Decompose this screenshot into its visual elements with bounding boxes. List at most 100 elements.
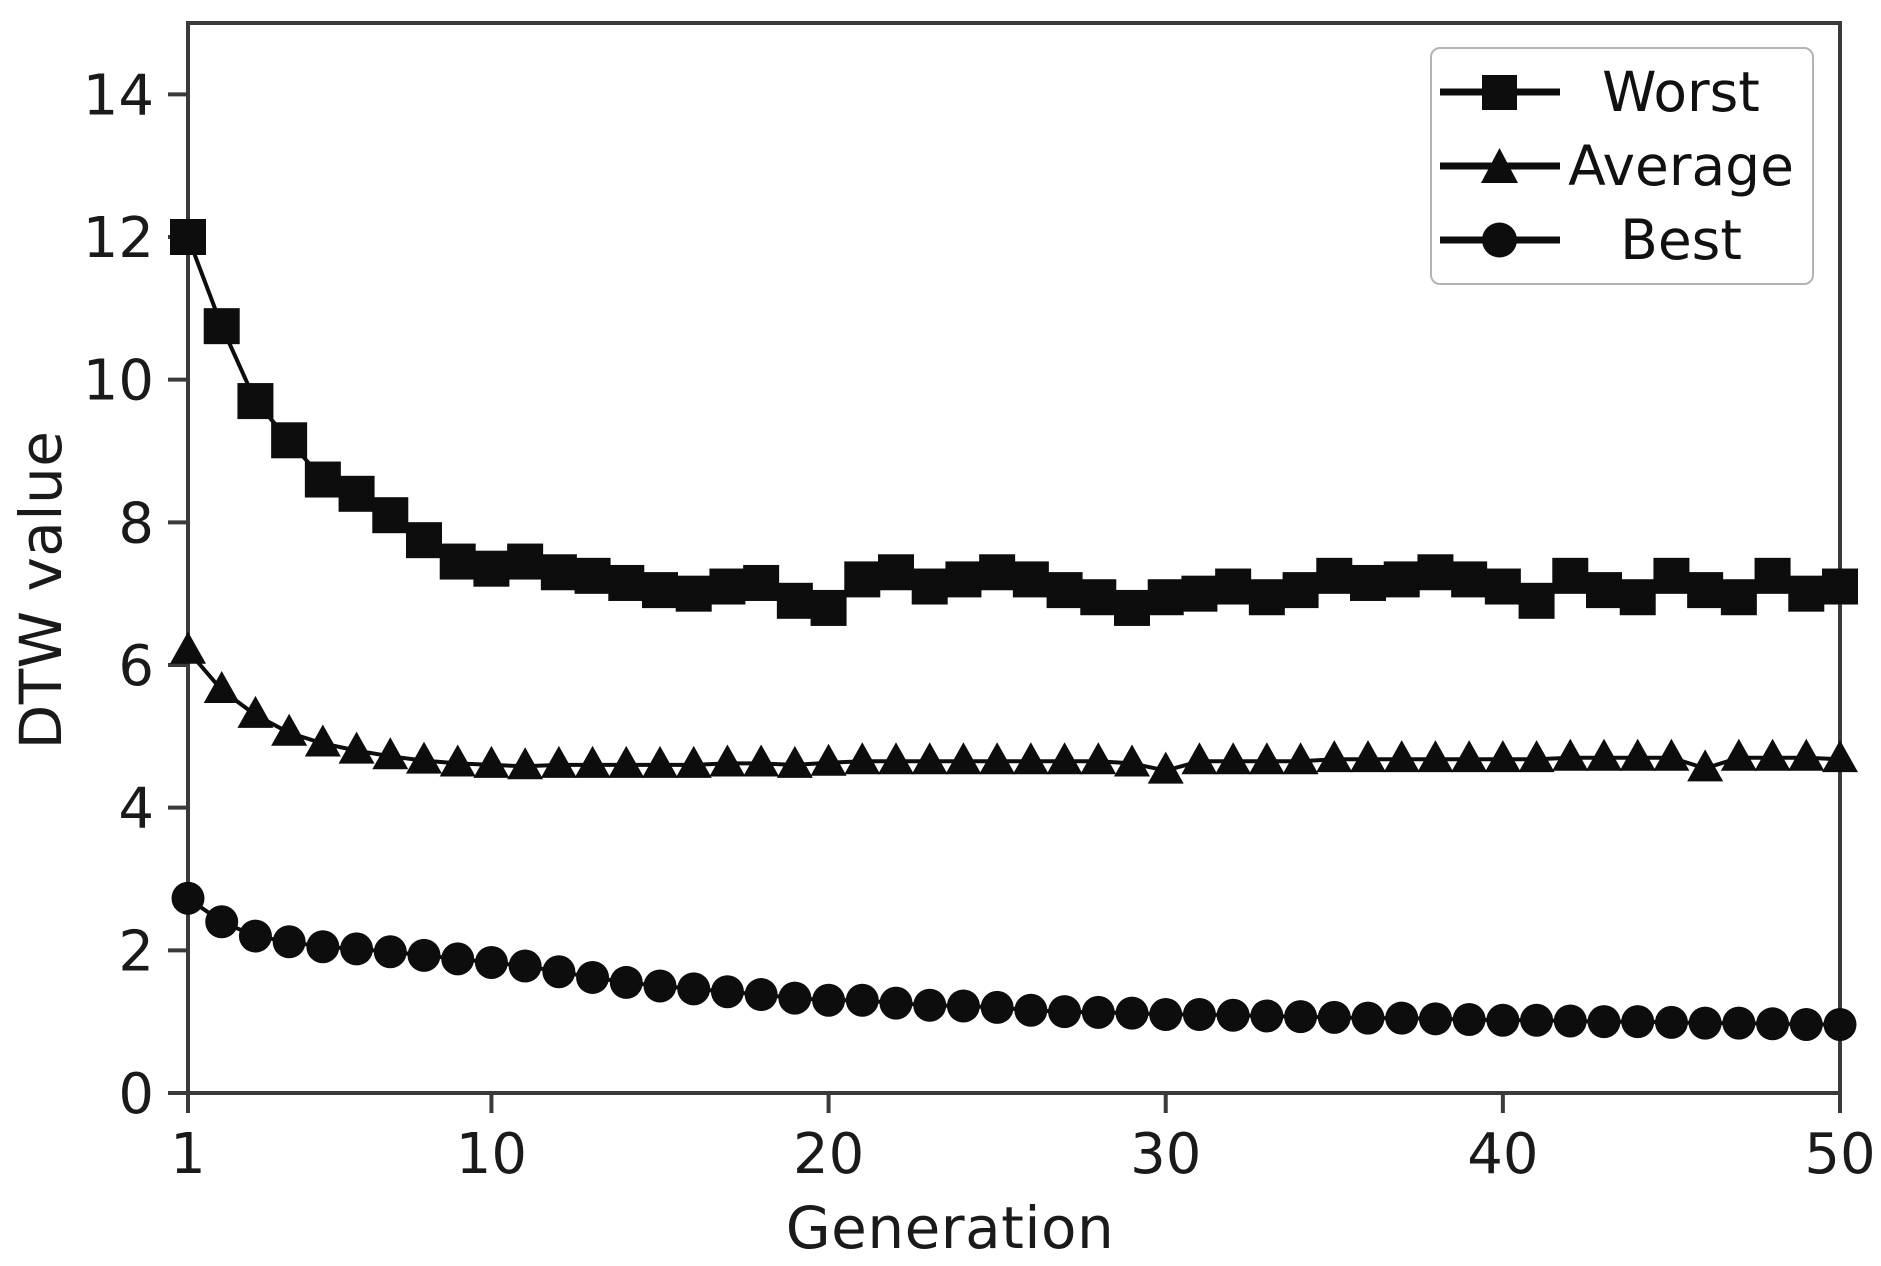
data-point-marker [1653,738,1690,771]
data-point-marker [507,543,544,580]
data-point-marker [1619,738,1656,771]
x-tick-label: 1 [170,1122,206,1187]
data-point-marker [776,582,813,619]
data-point-marker [1248,742,1285,775]
series-average [170,631,1858,784]
data-point-marker [980,990,1014,1024]
data-point-marker [844,561,881,598]
data-point-marker [1520,1003,1554,1037]
data-point-marker [946,989,980,1023]
data-point-marker [1014,993,1048,1027]
data-point-marker [1756,1007,1790,1041]
y-axis-label: DTW value [7,430,75,750]
legend-row-worst: Worst [1436,57,1808,127]
data-point-marker [1451,740,1488,773]
data-point-marker [1147,579,1184,616]
data-point-marker [1046,572,1083,609]
x-tick-label: 10 [456,1122,527,1187]
y-tick-label: 10 [83,349,154,414]
data-point-marker [508,949,542,983]
data-point-marker [1518,582,1555,619]
data-point-marker [1385,1001,1419,1035]
data-point-marker [911,568,948,605]
data-point-marker [710,975,744,1009]
data-point-marker [1722,1006,1756,1040]
data-point-marker [879,986,913,1020]
data-point-marker [540,745,577,778]
y-tick-label: 4 [118,777,154,842]
data-point-marker [608,564,645,601]
data-point-marker [576,960,610,994]
data-point-marker [1215,742,1252,775]
data-point-marker [1181,742,1218,775]
data-point-marker [1080,579,1117,616]
circle-marker-icon [1436,218,1564,262]
legend-label-worst: Worst [1602,59,1760,124]
data-point-marker [1417,554,1454,591]
data-point-marker [372,497,409,534]
data-point-marker [1484,740,1521,773]
data-point-marker [911,742,948,775]
data-point-marker [1048,995,1082,1029]
data-point-marker [238,919,272,953]
x-tick-label: 40 [1467,1122,1538,1187]
data-point-marker [743,564,780,601]
x-tick-label: 50 [1804,1122,1875,1187]
data-point-marker [743,744,780,777]
data-point-marker [1012,561,1049,598]
legend-row-average: Average [1436,131,1808,201]
data-point-marker [675,745,712,778]
data-point-marker [1486,1003,1520,1037]
data-point-marker [1587,1005,1621,1039]
series-worst [170,219,1858,626]
data-point-marker [1417,740,1454,773]
data-point-marker [1351,1001,1385,1035]
data-point-marker [1720,579,1757,616]
data-point-marker [439,744,476,777]
data-point-marker [1518,740,1555,773]
data-point-marker [1316,740,1353,773]
data-point-marker [810,589,847,626]
data-point-marker [574,745,611,778]
data-point-marker [1451,561,1488,598]
y-tick-label: 8 [118,491,154,556]
data-point-marker [1080,742,1117,775]
data-point-marker [1114,744,1150,777]
data-point-marker [1248,579,1285,616]
data-point-marker [406,741,442,774]
data-point-marker [304,461,341,498]
legend-label-best: Best [1620,207,1742,272]
data-point-marker [1081,995,1115,1029]
y-tick-label: 6 [118,634,154,699]
data-point-marker [1282,572,1319,609]
data-point-marker [1619,579,1656,616]
data-point-marker [1687,572,1724,609]
data-point-marker [203,308,240,345]
data-point-marker [1822,740,1858,773]
data-point-marker [1383,740,1420,773]
x-axis-label: Generation [785,1194,1115,1262]
plot-frame [186,21,1842,1095]
data-point-marker [776,745,813,778]
data-point-marker [1754,557,1791,594]
data-point-marker [507,747,544,780]
data-point-marker [1181,575,1218,612]
data-point-marker [979,554,1016,591]
data-point-marker [1350,564,1386,601]
data-point-marker [643,969,677,1003]
data-point-marker [1115,996,1149,1030]
data-point-marker [271,713,308,746]
data-point-marker [373,935,407,969]
data-point-marker [913,988,947,1022]
legend-label-average: Average [1568,133,1794,198]
data-point-marker [574,557,611,594]
data-point-marker [878,742,914,775]
data-point-marker [542,955,576,989]
data-point-marker [1147,751,1184,784]
data-point-marker [1215,568,1252,605]
y-tick-label: 14 [83,63,154,128]
data-point-marker [272,925,306,959]
data-point-marker [709,744,746,777]
data-point-marker [237,383,274,420]
